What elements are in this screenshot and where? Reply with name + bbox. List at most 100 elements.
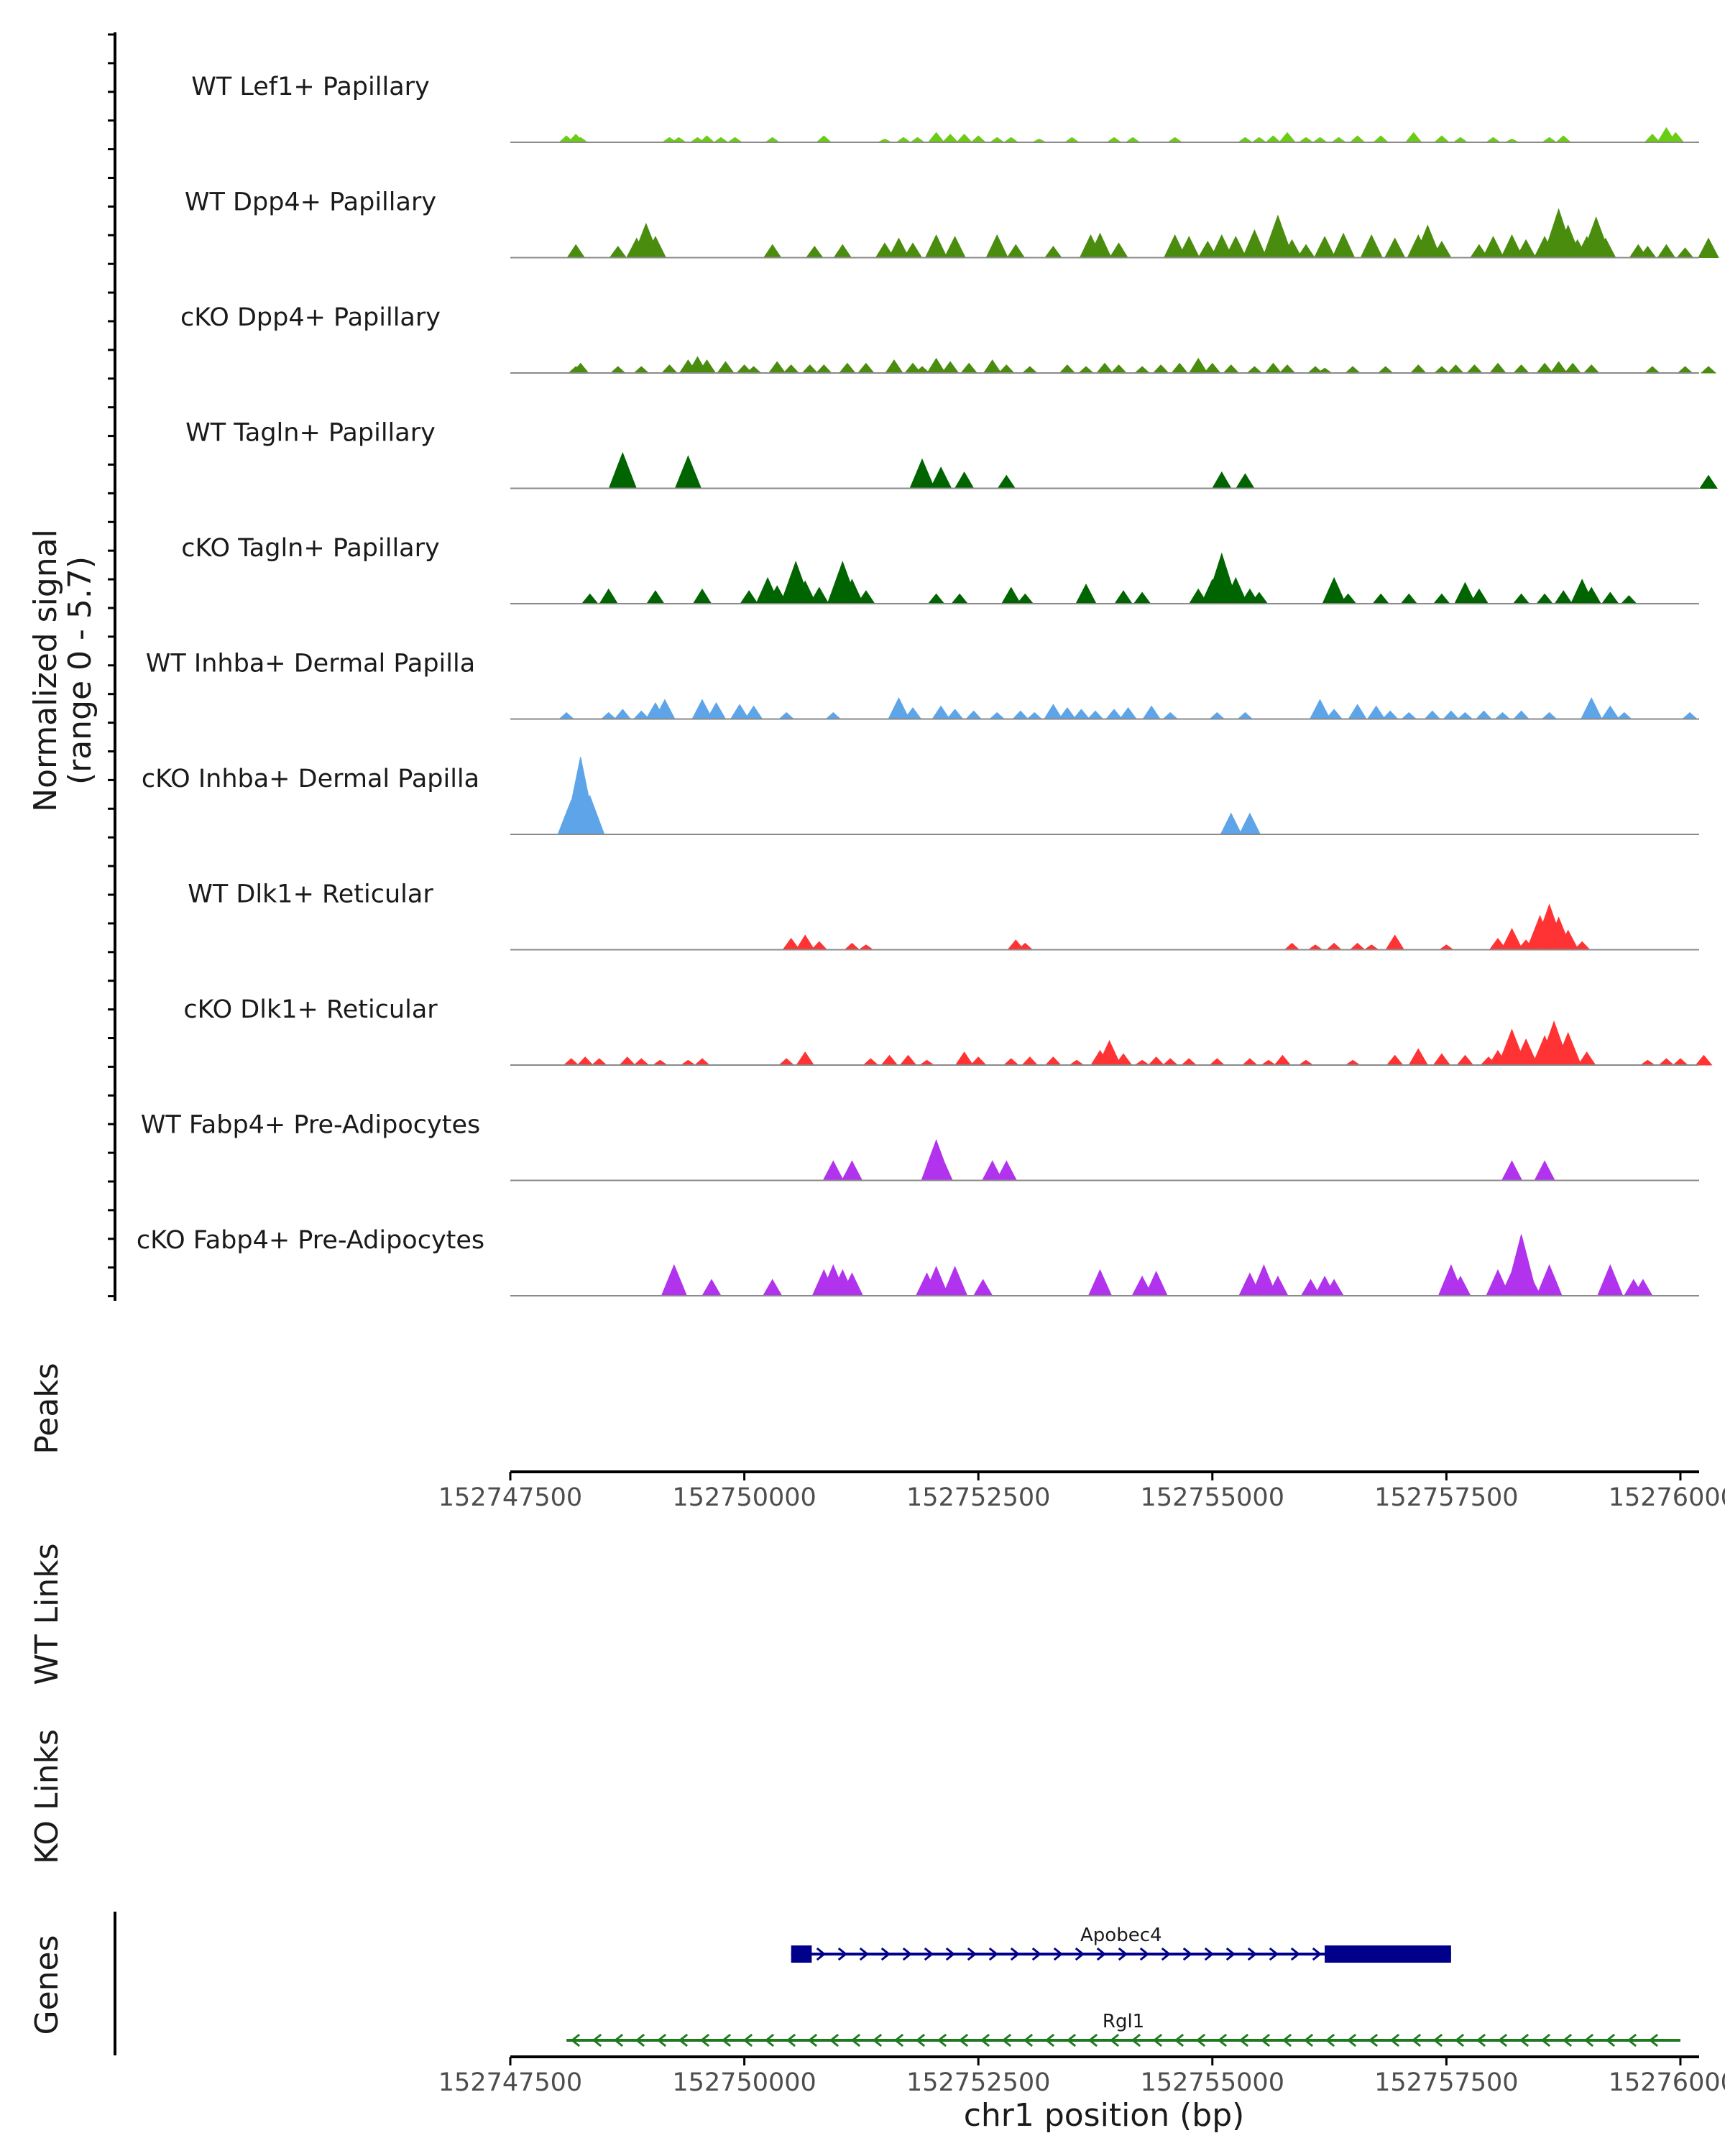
signal-peak [1466,364,1484,374]
signal-peak [1366,705,1386,719]
signal-peak [652,1059,668,1066]
track-3: WT Tagln+ Papillary [185,419,1718,489]
strand-arrow [1411,2033,1422,2047]
signal-peak [1006,244,1026,258]
strand-arrow [1217,2033,1228,2047]
gene-name: Rgl1 [1103,2011,1144,2032]
signal-peak [1167,137,1183,143]
signal-peak [989,137,1006,143]
signal-peak [970,1056,987,1066]
signal-peak [1695,1054,1713,1066]
signal-peak [815,364,832,374]
signal-peak [1699,474,1718,489]
signal-peak [903,242,923,258]
signal-peak [671,137,687,143]
signal-peak [1536,593,1554,604]
signal-peak [1297,137,1315,143]
signal-peak [941,361,960,374]
gene-apobec4: Apobec4 [791,1925,1451,1963]
track-label: WT Dpp4+ Papillary [185,188,436,217]
signal-peak [1241,1058,1259,1066]
strand-arrow [1627,2033,1637,2047]
signal-peak [942,134,959,143]
signal-peak [1331,232,1356,258]
signal-peak [1110,364,1128,374]
strand-arrow [1139,1947,1150,1961]
signal-peak [712,137,730,143]
strand-arrow [1476,2033,1486,2047]
strand-arrow [1519,2033,1530,2047]
signal-peak [706,702,727,719]
signal-peak [730,704,750,719]
signal-peak [1265,135,1282,143]
track-6: cKO Inhba+ Dermal Papilla [142,757,1699,835]
strand-arrow [829,2033,840,2047]
strand-arrow [958,2033,969,2047]
signal-peak [970,135,987,143]
signal-peak [972,1279,993,1296]
signal-peak [1077,366,1095,374]
signal-peak [1494,711,1511,719]
signal-peak [1550,361,1568,374]
strand-arrow [1001,2033,1012,2047]
signal-peak [1044,245,1062,258]
wt-links-panel-label: WT Links [29,1543,65,1685]
strand-arrow [721,2033,732,2047]
signal-peak [888,697,910,719]
signal-peak [1424,710,1441,719]
signal-peak [1657,244,1676,258]
strand-arrow [1161,1947,1172,1961]
signal-peak [1433,366,1450,374]
signal-peak [1016,593,1034,604]
signal-peak [1162,711,1179,719]
signal-peak [563,1058,580,1066]
signal-peak [1541,711,1558,719]
signal-peak [1087,710,1104,719]
signal-peak [1058,706,1077,719]
strand-arrow [1648,2033,1659,2047]
strand-arrow [902,1947,913,1961]
signal-peak [1386,1054,1404,1066]
signal-peak [599,588,619,604]
strand-arrow [1031,1947,1042,1961]
signal-peak [727,137,743,143]
strand-arrow [678,2033,689,2047]
signal-peak [1583,364,1600,374]
signal-peak [1114,590,1133,604]
signal-peak [1381,710,1399,719]
signal-peak [1515,239,1537,258]
signal-peak [983,359,1002,374]
signal-peak [783,364,800,374]
signal-peak [822,1160,845,1181]
strand-arrow [807,2033,818,2047]
strand-arrow [1325,2033,1335,2047]
signal-peak [1409,364,1427,374]
signal-peak [1105,137,1123,143]
signal-peak [1489,362,1507,374]
signal-peak [1501,1160,1523,1181]
signal-peak [1236,473,1255,489]
signal-peak [1580,697,1603,719]
signal-peak [632,366,650,374]
signal-peak [1384,237,1406,258]
track-label: cKO Fabp4+ Pre-Adipocytes [137,1226,484,1255]
track-label: WT Lef1+ Papillary [191,73,430,101]
signal-peak [1658,1058,1675,1066]
strand-arrow [1583,2033,1594,2047]
signal-peak [1242,229,1267,258]
strand-arrow [786,2033,796,2047]
strand-arrow [1225,1947,1236,1961]
strand-arrow [1096,1947,1107,1961]
signal-peak [1345,1059,1361,1066]
x-axis-bottom: 152747500 152750000 152752500 152755000 1527… [438,2055,1725,2097]
signal-peak [1246,366,1263,374]
signal-peak [1313,236,1336,258]
signal-peak [909,458,935,489]
signal-peak [1433,135,1450,143]
signal-peak [1003,137,1019,143]
signal-peak [1297,1059,1315,1066]
strand-arrow [1075,1947,1085,1961]
signal-peak [608,451,638,489]
signal-peak [1400,711,1417,719]
